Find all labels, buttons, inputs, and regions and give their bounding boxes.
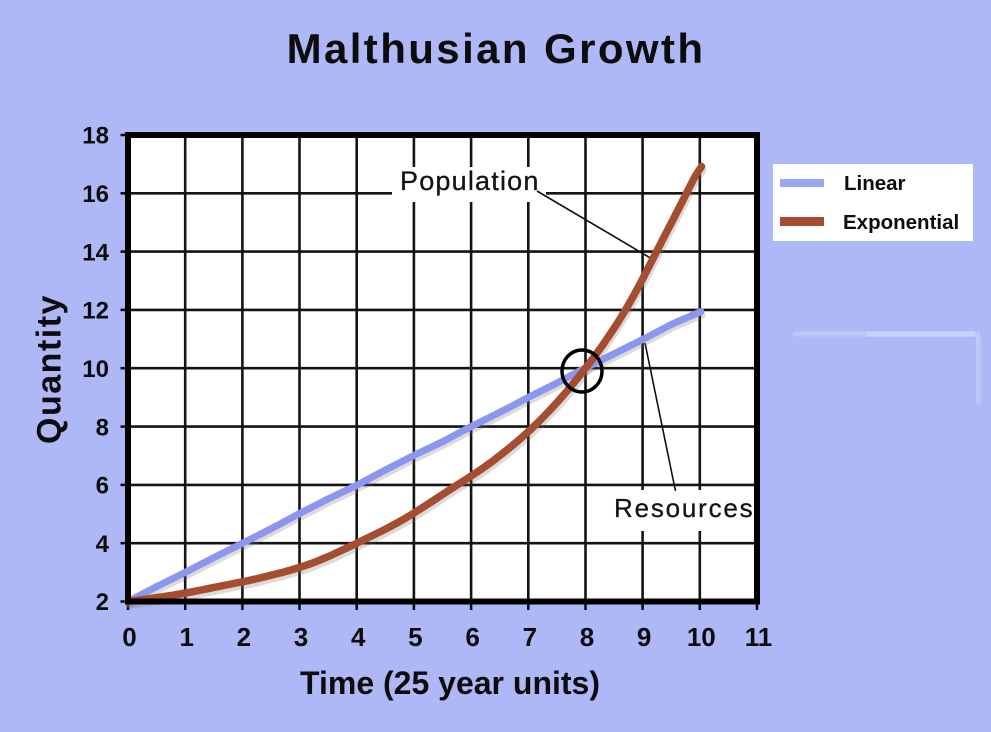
svg-text:6: 6: [96, 473, 109, 500]
svg-text:4: 4: [96, 531, 110, 558]
svg-text:Time (25 year units): Time (25 year units): [300, 665, 600, 701]
svg-text:11: 11: [745, 622, 773, 652]
svg-text:1: 1: [179, 622, 193, 652]
svg-text:14: 14: [82, 239, 109, 266]
svg-text:8: 8: [96, 414, 109, 441]
svg-text:4: 4: [351, 622, 366, 652]
svg-text:16: 16: [82, 181, 109, 208]
svg-text:8: 8: [580, 622, 594, 652]
svg-text:5: 5: [408, 622, 422, 652]
svg-text:6: 6: [465, 622, 479, 652]
svg-text:10: 10: [82, 356, 109, 383]
svg-text:10: 10: [687, 622, 716, 652]
svg-text:7: 7: [523, 622, 537, 652]
svg-text:0: 0: [122, 622, 136, 652]
svg-text:Population: Population: [400, 166, 540, 196]
svg-text:Malthusian Growth: Malthusian Growth: [287, 25, 706, 72]
svg-text:3: 3: [294, 622, 308, 652]
svg-text:Linear: Linear: [844, 172, 906, 195]
svg-text:Resources: Resources: [614, 493, 754, 523]
svg-text:12: 12: [82, 298, 109, 325]
svg-text:9: 9: [637, 622, 651, 652]
svg-text:Exponential: Exponential: [843, 211, 959, 234]
svg-text:Quantity: Quantity: [31, 294, 69, 444]
svg-text:2: 2: [237, 622, 251, 652]
svg-text:2: 2: [96, 589, 109, 616]
svg-text:18: 18: [82, 123, 109, 150]
